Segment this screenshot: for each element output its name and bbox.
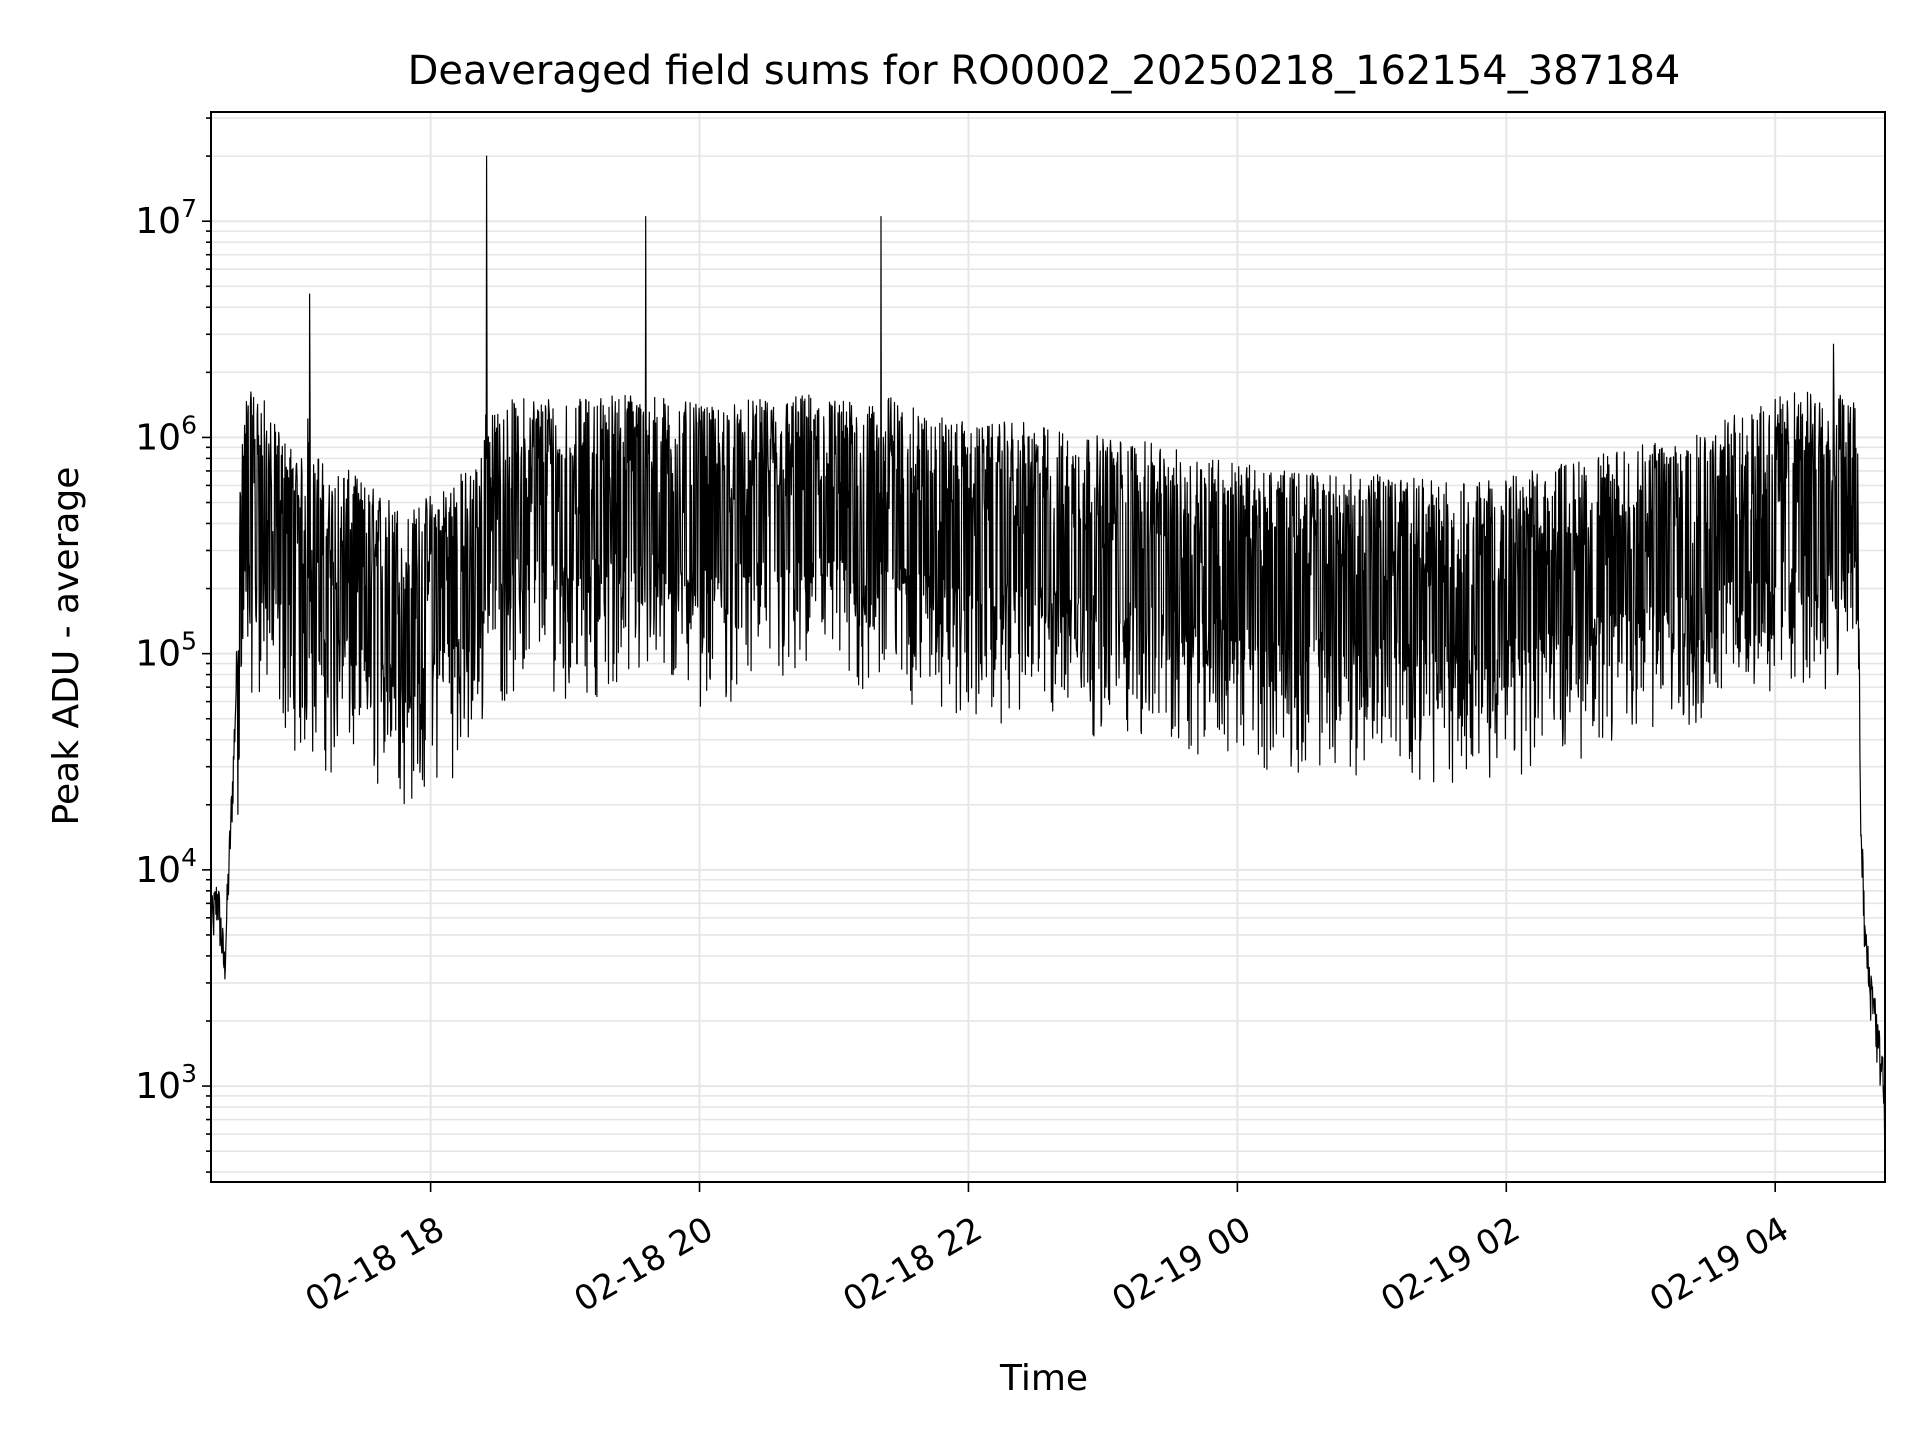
data-point bbox=[777, 485, 778, 486]
data-point bbox=[912, 493, 913, 494]
data-point bbox=[246, 447, 247, 448]
data-point bbox=[1842, 428, 1843, 429]
data-point bbox=[643, 485, 644, 486]
data-point bbox=[224, 968, 225, 969]
data-point bbox=[1864, 934, 1865, 935]
data-point bbox=[1869, 982, 1870, 983]
data-point bbox=[1853, 447, 1854, 448]
y-tick-label: 106 bbox=[135, 410, 197, 458]
data-point bbox=[1282, 556, 1283, 557]
data-point bbox=[1315, 556, 1316, 557]
y-tick-label: 104 bbox=[135, 843, 197, 891]
y-axis-label: Peak ADU - average bbox=[46, 467, 87, 826]
data-point bbox=[1483, 567, 1484, 568]
data-point bbox=[845, 485, 846, 486]
data-point bbox=[329, 567, 330, 568]
data-point bbox=[677, 485, 678, 486]
data-point bbox=[1719, 506, 1720, 507]
data-point bbox=[1685, 518, 1686, 519]
data-point bbox=[632, 470, 633, 471]
data-point bbox=[233, 766, 234, 767]
data-point bbox=[1858, 523, 1859, 524]
data-point bbox=[488, 502, 489, 503]
data-point bbox=[1248, 550, 1249, 551]
data-point bbox=[979, 512, 980, 513]
data-point bbox=[309, 294, 310, 295]
data-point bbox=[881, 216, 882, 217]
data-point bbox=[240, 567, 241, 568]
data-point bbox=[1450, 567, 1451, 568]
y-tick-label: 107 bbox=[135, 194, 197, 242]
y-tick-label: 105 bbox=[135, 627, 197, 675]
data-point bbox=[710, 493, 711, 494]
data-point bbox=[260, 470, 261, 471]
data-point bbox=[1584, 544, 1585, 545]
data-point bbox=[1882, 1068, 1883, 1069]
series-layer bbox=[210, 155, 1886, 1140]
data-point bbox=[1878, 1047, 1879, 1048]
data-point bbox=[1551, 550, 1552, 551]
data-point bbox=[1873, 1000, 1874, 1001]
data-point bbox=[1820, 428, 1821, 429]
data-point bbox=[1833, 344, 1834, 345]
data-point bbox=[1383, 560, 1384, 561]
data-point bbox=[1080, 518, 1081, 519]
data-point bbox=[1013, 506, 1014, 507]
data-point bbox=[744, 485, 745, 486]
data-point bbox=[878, 493, 879, 494]
data-point bbox=[1651, 528, 1652, 529]
data-point bbox=[385, 579, 386, 580]
plot-frame bbox=[210, 111, 1886, 1183]
data-point bbox=[1114, 523, 1115, 524]
data-point bbox=[340, 550, 341, 551]
data-point bbox=[1416, 563, 1417, 564]
data-point bbox=[253, 420, 254, 421]
data-point bbox=[311, 550, 312, 551]
chart-title: Deaveraged field sums for RO0002_2025021… bbox=[408, 48, 1681, 94]
data-point bbox=[542, 477, 543, 478]
x-axis-label: Time bbox=[999, 1358, 1088, 1399]
data-point bbox=[486, 156, 487, 157]
data-point bbox=[1214, 541, 1215, 542]
data-point bbox=[1349, 560, 1350, 561]
data-point bbox=[363, 567, 364, 568]
data-point bbox=[576, 485, 577, 486]
data-point bbox=[811, 477, 812, 478]
data-point bbox=[1181, 536, 1182, 537]
data-point bbox=[609, 477, 610, 478]
series-line bbox=[210, 155, 1886, 1140]
data-point bbox=[883, 477, 884, 478]
data-point bbox=[1808, 447, 1809, 448]
data-point bbox=[1618, 536, 1619, 537]
data-point bbox=[1786, 477, 1787, 478]
data-point bbox=[509, 485, 510, 486]
data-point bbox=[1147, 528, 1148, 529]
data-point bbox=[475, 550, 476, 551]
data-point bbox=[284, 523, 285, 524]
data-point bbox=[269, 502, 270, 503]
y-tick-label: 103 bbox=[135, 1059, 197, 1107]
data-point bbox=[484, 512, 485, 513]
data-point bbox=[408, 598, 409, 599]
grid-layer bbox=[211, 112, 1885, 1182]
data-point bbox=[647, 477, 648, 478]
data-point bbox=[1517, 560, 1518, 561]
data-point bbox=[441, 567, 442, 568]
data-point bbox=[1752, 493, 1753, 494]
data-point bbox=[217, 896, 218, 897]
data-point bbox=[946, 502, 947, 503]
data-point bbox=[318, 536, 319, 537]
data-point bbox=[1046, 512, 1047, 513]
data-point bbox=[307, 550, 308, 551]
data-point bbox=[645, 216, 646, 217]
data-point bbox=[1860, 804, 1861, 805]
